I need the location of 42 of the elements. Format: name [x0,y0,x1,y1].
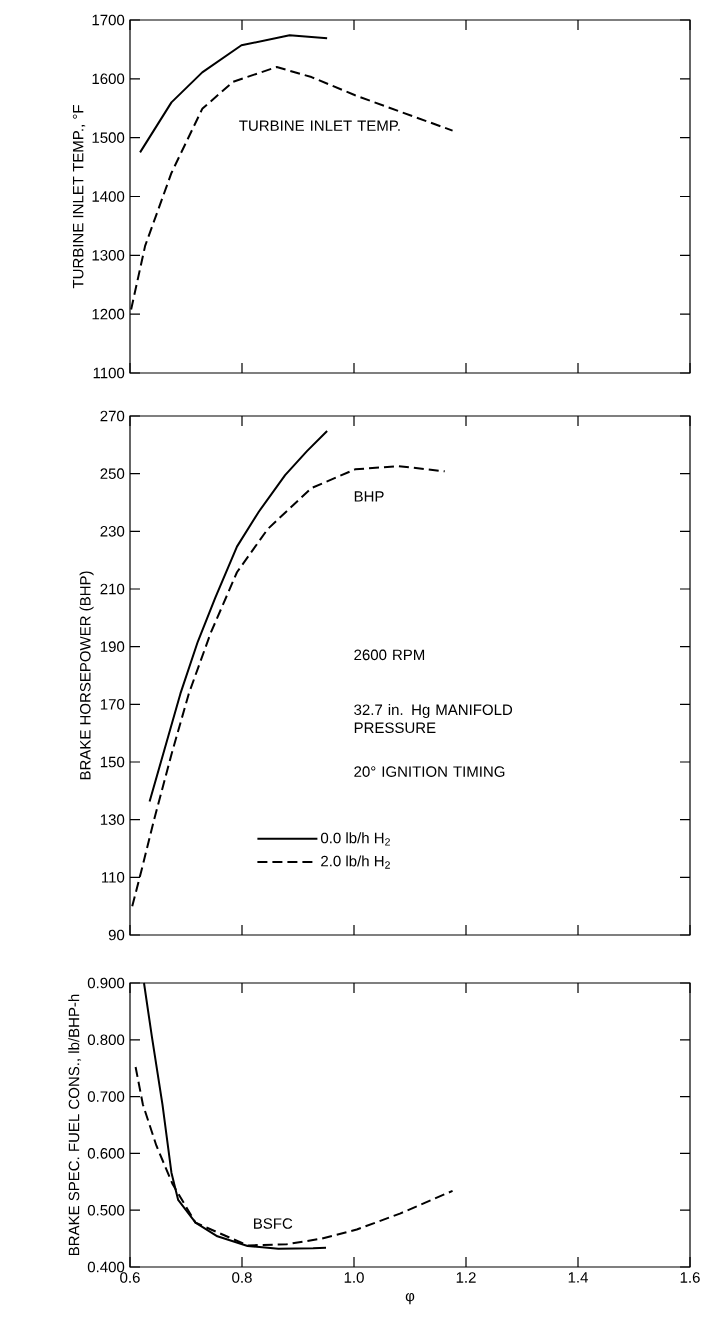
x-tick-label: 0.8 [232,1272,252,1283]
y-tick-label: 90 [108,929,125,941]
y-axis-title: TURBINE INLET TEMP., °F [72,105,86,289]
y-tick-label: 1400 [92,191,125,202]
annotation: 20° IGNITION TIMING [354,766,505,777]
y-tick-label: 170 [100,699,125,710]
y-tick-label: 130 [100,814,125,825]
x-tick-label: 1.6 [680,1272,700,1283]
y-tick-label: 1500 [92,132,125,143]
y-tick-label: 270 [100,410,125,422]
y-axis-title: BRAKE SPEC. FUEL CONS., lb/BHP-h [68,994,82,1256]
y-tick-label: 1300 [92,250,125,261]
y-tick-label: 1100 [93,367,125,379]
annotation: TURBINE INLET TEMP. [239,120,400,131]
annotation: BHP [354,491,384,502]
x-tick-label: 1.4 [568,1272,588,1283]
y-axis-title: BRAKE HORSEPOWER (BHP) [79,571,94,780]
y-tick-label: 0.500 [87,1204,125,1216]
y-tick-label: 1200 [92,308,125,320]
legend-label: 2.0 lb/h H$_{2}$ [321,855,390,869]
y-tick-label: 250 [100,468,125,479]
x-tick-label: 1.2 [456,1272,476,1283]
y-tick-label: 0.800 [87,1034,125,1046]
line-series [148,429,329,803]
y-tick-label: 1600 [92,73,125,85]
x-tick-label: 0.6 [120,1272,140,1283]
legend-label: 0.0 lb/h H$_{2}$ [320,832,390,846]
x-tick-label: 1.0 [344,1272,364,1283]
y-tick-label: 0.900 [87,977,125,989]
y-tick-label: 230 [100,526,125,537]
y-tick-label: 1700 [92,14,125,26]
annotation: 32.7 in. Hg MANIFOLD PRESSURE [354,704,513,734]
annotation: BSFC [254,1218,293,1229]
y-tick-label: 0.400 [87,1261,125,1273]
y-tick-label: 150 [100,756,125,768]
y-tick-label: 210 [100,583,125,595]
y-tick-label: 110 [102,872,125,883]
annotation: 2600 RPM [354,649,425,661]
y-tick-label: 190 [100,641,125,652]
y-tick-label: 0.700 [87,1091,125,1102]
x-axis-title: φ [405,1293,415,1305]
y-tick-label: 0.600 [87,1148,125,1159]
